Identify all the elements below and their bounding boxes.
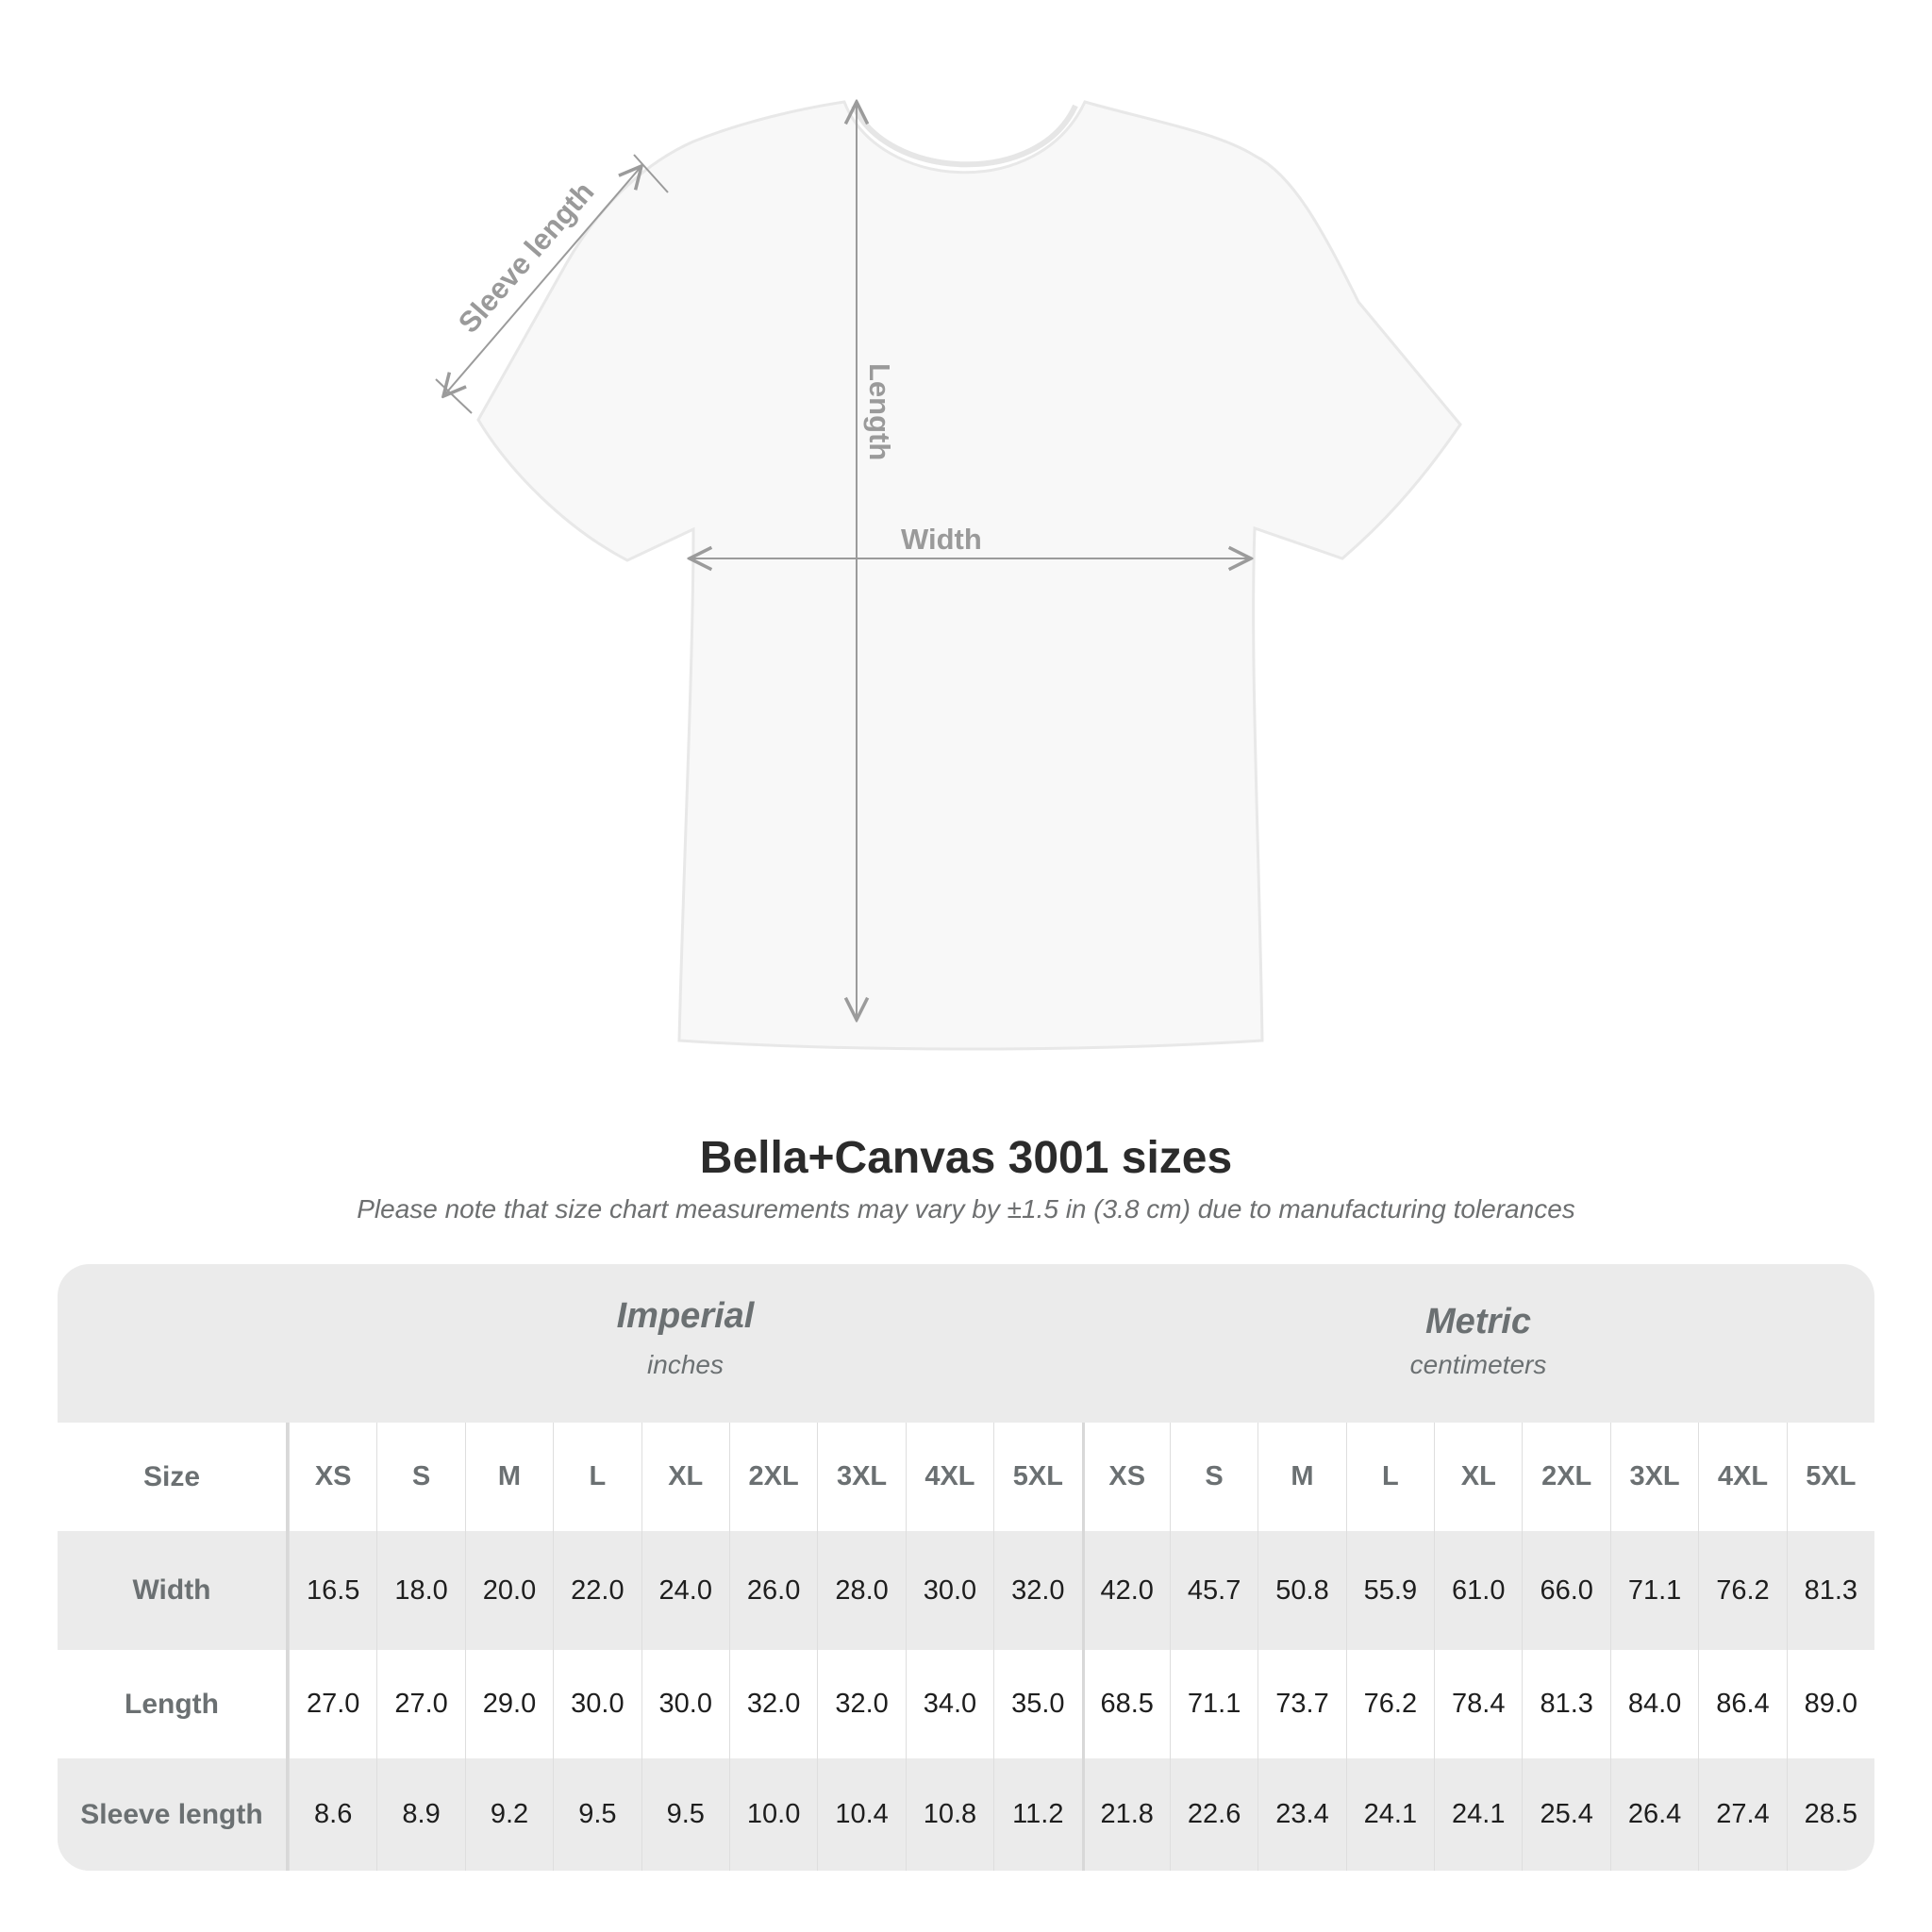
size-chart-table: Imperial inches Metric centimeters Size X… [58, 1264, 1874, 1871]
size-header-cell: L [553, 1423, 641, 1531]
imperial-unit: inches [647, 1350, 724, 1379]
imperial-label: Imperial [616, 1296, 755, 1336]
table-row: Length 27.0 27.0 29.0 30.0 30.0 32.0 32.0 34.0 35… [58, 1650, 1874, 1758]
imperial-value-cell: 11.2 [993, 1758, 1081, 1871]
imperial-value-cell: 24.0 [641, 1531, 729, 1650]
row-label: Sleeve length [58, 1758, 289, 1871]
metric-value-cell: 71.1 [1169, 1650, 1257, 1758]
tshirt-shape [476, 100, 1462, 1051]
imperial-value-cell: 9.5 [641, 1758, 729, 1871]
tolerance-note: Please note that size chart measurements… [357, 1194, 1575, 1224]
size-header-cell: XL [1434, 1423, 1522, 1531]
metric-value-cell: 89.0 [1786, 1650, 1874, 1758]
sleeve-tick [435, 378, 473, 414]
metric-value-cell: 23.4 [1257, 1758, 1345, 1871]
metric-value-cell: 68.5 [1081, 1650, 1170, 1758]
imperial-value-cell: 28.0 [817, 1531, 905, 1650]
imperial-header: Imperial inches [289, 1264, 1082, 1423]
length-label: Length [863, 363, 896, 460]
metric-value-cell: 71.1 [1609, 1531, 1698, 1650]
size-header-cell: S [376, 1423, 464, 1531]
metric-value-cell: 50.8 [1257, 1531, 1345, 1650]
imperial-value-cell: 22.0 [553, 1531, 641, 1650]
sleeve-tick [633, 154, 669, 193]
size-header-row: Size XS S M L XL 2XL 3XL 4XL 5XL XS S M L XL 2XL 3XL 4XL 5… [58, 1423, 1874, 1531]
imperial-value-cell: 10.0 [728, 1758, 817, 1871]
size-header-cell: L [1345, 1423, 1434, 1531]
row-label: Length [58, 1650, 289, 1758]
imperial-value-cell: 32.0 [993, 1531, 1081, 1650]
imperial-value-cell: 32.0 [817, 1650, 905, 1758]
table-row: Width 16.5 18.0 20.0 22.0 24.0 26.0 28.0 30.0 32.… [58, 1531, 1874, 1650]
size-header-cell: 3XL [817, 1423, 905, 1531]
size-header-cell: 2XL [728, 1423, 817, 1531]
imperial-value-cell: 30.0 [905, 1531, 993, 1650]
size-column-header: Size [58, 1423, 289, 1531]
metric-value-cell: 27.4 [1698, 1758, 1786, 1871]
metric-value-cell: 61.0 [1434, 1531, 1522, 1650]
imperial-value-cell: 20.0 [464, 1531, 553, 1650]
imperial-value-cell: 10.4 [817, 1758, 905, 1871]
imperial-value-cell: 27.0 [376, 1650, 464, 1758]
size-header-cell: 5XL [1786, 1423, 1874, 1531]
size-header-cell: 3XL [1609, 1423, 1698, 1531]
metric-value-cell: 45.7 [1169, 1531, 1257, 1650]
metric-value-cell: 81.3 [1786, 1531, 1874, 1650]
sleeve-measure-line [443, 166, 641, 396]
imperial-value-cell: 8.6 [289, 1758, 376, 1871]
collar [851, 104, 1078, 168]
metric-value-cell: 76.2 [1698, 1531, 1786, 1650]
metric-label: Metric [1425, 1302, 1531, 1341]
imperial-value-cell: 27.0 [289, 1650, 376, 1758]
size-header-cell: XL [641, 1423, 729, 1531]
page-title: Bella+Canvas 3001 sizes [699, 1133, 1233, 1183]
size-header-cell: XS [1081, 1423, 1170, 1531]
metric-value-cell: 84.0 [1609, 1650, 1698, 1758]
size-header-cell: XS [289, 1423, 376, 1531]
metric-value-cell: 76.2 [1345, 1650, 1434, 1758]
metric-value-cell: 73.7 [1257, 1650, 1345, 1758]
imperial-value-cell: 29.0 [464, 1650, 553, 1758]
metric-value-cell: 81.3 [1522, 1650, 1609, 1758]
imperial-value-cell: 30.0 [553, 1650, 641, 1758]
row-label: Width [58, 1531, 289, 1650]
size-header-cell: M [1257, 1423, 1345, 1531]
metric-value-cell: 24.1 [1434, 1758, 1522, 1871]
size-header-cell: M [464, 1423, 553, 1531]
imperial-value-cell: 9.5 [553, 1758, 641, 1871]
imperial-value-cell: 34.0 [905, 1650, 993, 1758]
metric-value-cell: 55.9 [1345, 1531, 1434, 1650]
imperial-value-cell: 16.5 [289, 1531, 376, 1650]
imperial-value-cell: 18.0 [376, 1531, 464, 1650]
metric-unit: centimeters [1409, 1350, 1547, 1379]
metric-value-cell: 28.5 [1786, 1758, 1874, 1871]
metric-value-cell: 42.0 [1081, 1531, 1170, 1650]
size-header-cell: 5XL [993, 1423, 1081, 1531]
metric-value-cell: 24.1 [1345, 1758, 1434, 1871]
imperial-value-cell: 10.8 [905, 1758, 993, 1871]
tshirt-measurement-diagram: Sleeve length Length Width [435, 0, 1462, 1051]
imperial-value-cell: 32.0 [728, 1650, 817, 1758]
imperial-value-cell: 9.2 [464, 1758, 553, 1871]
metric-value-cell: 78.4 [1434, 1650, 1522, 1758]
metric-value-cell: 25.4 [1522, 1758, 1609, 1871]
metric-header: Metric centimeters [1082, 1264, 1874, 1423]
imperial-value-cell: 35.0 [993, 1650, 1081, 1758]
imperial-value-cell: 26.0 [728, 1531, 817, 1650]
size-header-cell: 4XL [1698, 1423, 1786, 1531]
size-header-cell: S [1169, 1423, 1257, 1531]
width-label: Width [901, 523, 982, 556]
size-header-cell: 2XL [1522, 1423, 1609, 1531]
size-header-cell: 4XL [905, 1423, 993, 1531]
table-row: Sleeve length 8.6 8.9 9.2 9.5 9.5 10.0 10.4 10.8… [58, 1758, 1874, 1871]
metric-value-cell: 66.0 [1522, 1531, 1609, 1650]
metric-value-cell: 86.4 [1698, 1650, 1786, 1758]
imperial-value-cell: 30.0 [641, 1650, 729, 1758]
metric-value-cell: 21.8 [1081, 1758, 1170, 1871]
metric-value-cell: 22.6 [1169, 1758, 1257, 1871]
imperial-value-cell: 8.9 [376, 1758, 464, 1871]
metric-value-cell: 26.4 [1609, 1758, 1698, 1871]
